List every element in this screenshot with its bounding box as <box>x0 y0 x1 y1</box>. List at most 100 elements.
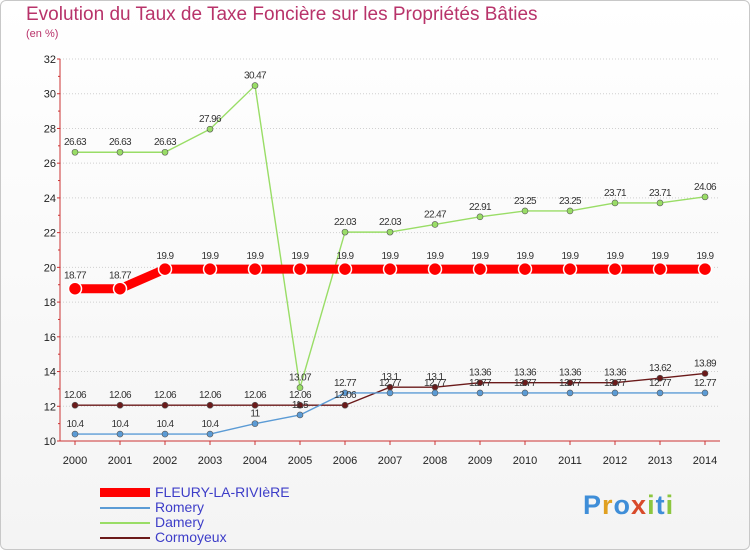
data-label: 24.06 <box>694 182 717 193</box>
data-point <box>71 401 79 409</box>
chart-title: Evolution du Taux de Taxe Foncière sur l… <box>26 4 538 25</box>
data-point <box>431 221 439 228</box>
data-label: 12.77 <box>604 378 627 389</box>
data-point <box>296 411 304 419</box>
x-tick-label: 2006 <box>333 455 357 467</box>
x-tick-label: 2003 <box>198 455 222 467</box>
y-tick-label: 18 <box>44 297 56 309</box>
data-point <box>521 379 529 386</box>
legend-swatch-damery <box>100 522 150 524</box>
data-label: 12.06 <box>289 390 312 401</box>
data-label: 19.9 <box>696 251 714 262</box>
data-label: 11.5 <box>292 400 309 411</box>
data-label: 26.63 <box>109 137 132 148</box>
data-label: 12.77 <box>334 378 357 389</box>
data-point <box>427 261 443 277</box>
data-label: 19.9 <box>561 251 579 262</box>
data-point <box>296 384 304 391</box>
logo-letter: o <box>613 490 632 520</box>
data-label: 12.77 <box>514 378 537 389</box>
logo-letter: i <box>665 490 675 520</box>
data-label: 12.06 <box>64 390 87 401</box>
data-label: 22.03 <box>379 217 402 228</box>
data-label: 13.36 <box>469 368 492 379</box>
x-tick-label: 2012 <box>603 455 627 467</box>
data-point <box>116 430 124 438</box>
data-point <box>251 82 259 89</box>
x-tick-label: 2008 <box>423 455 447 467</box>
data-point <box>71 148 79 156</box>
data-label: 13.07 <box>289 373 312 384</box>
data-label: 27.96 <box>199 114 222 125</box>
y-tick-label: 22 <box>44 228 56 240</box>
data-label: 19.9 <box>426 251 444 262</box>
x-tick-label: 2014 <box>693 455 717 467</box>
data-label: 22.47 <box>424 209 447 220</box>
series-line <box>75 84 706 389</box>
data-label: 19.9 <box>606 251 624 262</box>
data-label: 19.9 <box>291 251 309 262</box>
legend-label-fleury: FLEURY-LA-RIVIèRE <box>155 484 290 500</box>
logo-letter: i <box>647 490 656 520</box>
data-point <box>566 379 574 386</box>
data-point <box>157 261 173 277</box>
data-label: 13.1 <box>381 372 399 383</box>
data-label: 10.4 <box>201 419 219 430</box>
data-label: 19.9 <box>201 251 219 262</box>
data-label: 12.06 <box>109 390 132 401</box>
y-tick-label: 12 <box>44 401 56 413</box>
data-label: 10.4 <box>111 419 129 430</box>
data-point <box>247 261 263 277</box>
data-point <box>431 389 439 397</box>
data-label: 10.4 <box>156 419 174 430</box>
data-point <box>292 261 308 277</box>
y-tick-label: 10 <box>44 436 56 448</box>
data-point <box>476 389 484 397</box>
data-label: 12.77 <box>424 378 447 389</box>
data-point <box>296 401 304 409</box>
data-label: 12.77 <box>469 378 492 389</box>
legend-label-romery: Romery <box>155 499 205 515</box>
data-label: 12.06 <box>334 390 357 401</box>
data-point <box>472 261 488 277</box>
x-tick-label: 2000 <box>63 455 87 467</box>
data-point <box>116 401 124 409</box>
legend-swatch-fleury <box>100 488 150 497</box>
y-axis-unit: (en %) <box>26 28 59 40</box>
data-label: 13.1 <box>426 372 444 383</box>
x-tick-label: 2004 <box>243 455 267 467</box>
proxiti-logo: Proxiti <box>583 490 674 521</box>
data-point <box>656 199 664 207</box>
data-point <box>566 207 574 215</box>
y-tick-label: 28 <box>44 123 56 135</box>
data-label: 12.06 <box>154 390 177 401</box>
data-label: 12.77 <box>694 378 717 389</box>
y-tick-label: 32 <box>44 54 56 66</box>
data-label: 22.03 <box>334 217 357 228</box>
data-point <box>652 261 668 277</box>
data-point <box>476 379 484 386</box>
data-point <box>206 430 214 438</box>
data-point <box>517 261 533 277</box>
data-label: 13.89 <box>694 358 717 369</box>
logo-letter: r <box>602 490 614 520</box>
data-label: 12.06 <box>244 390 267 401</box>
data-label: 19.9 <box>516 251 534 262</box>
data-point <box>386 228 394 236</box>
x-tick-label: 2011 <box>558 455 582 467</box>
data-point <box>386 389 394 397</box>
data-label: 26.63 <box>154 137 177 148</box>
data-label: 10.4 <box>66 419 84 430</box>
data-label: 13.62 <box>649 363 672 374</box>
data-label: 23.25 <box>559 196 582 207</box>
logo-letter: x <box>631 490 648 520</box>
data-label: 12.77 <box>379 378 402 389</box>
x-tick-label: 2007 <box>378 455 402 467</box>
data-label: 13.36 <box>514 368 537 379</box>
data-label: 22.91 <box>469 202 492 213</box>
x-tick-label: 2010 <box>513 455 537 467</box>
legend-label-damery: Damery <box>155 514 205 530</box>
data-point <box>116 148 124 156</box>
y-tick-label: 20 <box>44 262 56 274</box>
